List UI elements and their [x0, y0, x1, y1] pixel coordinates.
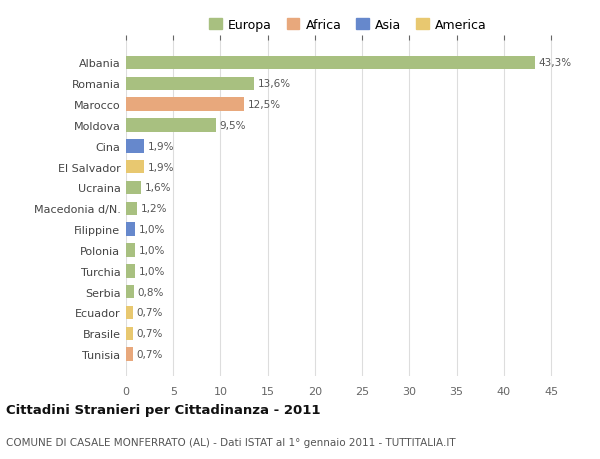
- Text: 1,0%: 1,0%: [139, 224, 166, 235]
- Bar: [126, 264, 136, 278]
- Text: 9,5%: 9,5%: [220, 121, 246, 131]
- Text: 13,6%: 13,6%: [258, 79, 292, 89]
- Bar: [126, 181, 141, 195]
- Text: 0,8%: 0,8%: [137, 287, 164, 297]
- Bar: [126, 327, 133, 341]
- Bar: [126, 244, 136, 257]
- Bar: [126, 202, 137, 216]
- Text: 1,9%: 1,9%: [148, 162, 174, 172]
- Bar: [126, 77, 254, 91]
- Text: 0,7%: 0,7%: [136, 349, 163, 359]
- Text: 12,5%: 12,5%: [248, 100, 281, 110]
- Text: 0,7%: 0,7%: [136, 329, 163, 339]
- Bar: [126, 161, 144, 174]
- Text: COMUNE DI CASALE MONFERRATO (AL) - Dati ISTAT al 1° gennaio 2011 - TUTTITALIA.IT: COMUNE DI CASALE MONFERRATO (AL) - Dati …: [6, 437, 455, 447]
- Bar: [126, 56, 535, 70]
- Text: 1,2%: 1,2%: [141, 204, 167, 214]
- Text: 0,7%: 0,7%: [136, 308, 163, 318]
- Text: 1,6%: 1,6%: [145, 183, 172, 193]
- Bar: [126, 98, 244, 112]
- Text: 43,3%: 43,3%: [539, 58, 572, 68]
- Legend: Europa, Africa, Asia, America: Europa, Africa, Asia, America: [209, 19, 487, 32]
- Text: 1,0%: 1,0%: [139, 246, 166, 255]
- Text: 1,0%: 1,0%: [139, 266, 166, 276]
- Bar: [126, 119, 216, 133]
- Bar: [126, 306, 133, 319]
- Text: 1,9%: 1,9%: [148, 141, 174, 151]
- Bar: [126, 223, 136, 236]
- Text: Cittadini Stranieri per Cittadinanza - 2011: Cittadini Stranieri per Cittadinanza - 2…: [6, 403, 320, 416]
- Bar: [126, 140, 144, 153]
- Bar: [126, 347, 133, 361]
- Bar: [126, 285, 134, 299]
